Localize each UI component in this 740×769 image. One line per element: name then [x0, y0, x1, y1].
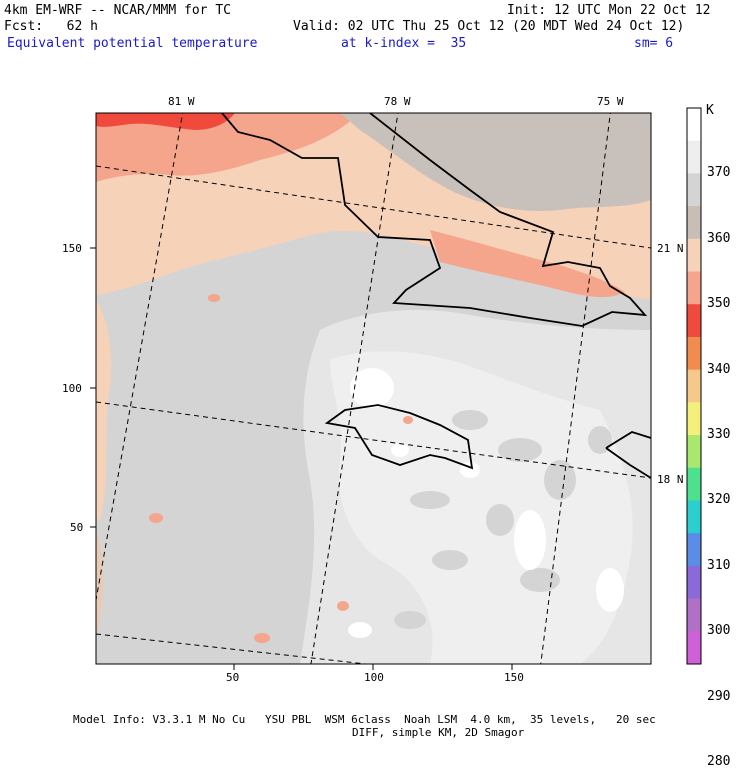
colorbar-label: 300	[707, 623, 731, 639]
theta-e-370-cells	[348, 368, 624, 638]
colorbar-swatch	[687, 533, 701, 567]
colorbar-swatch	[687, 631, 701, 665]
theta-e-355-north	[340, 113, 651, 211]
colorbar-swatch	[687, 435, 701, 469]
colorbar-label: 370	[707, 165, 731, 181]
map-plot	[90, 112, 652, 670]
init-time: Init: 12 UTC Mon 22 Oct 12	[507, 3, 711, 18]
colorbar	[686, 107, 702, 665]
colorbar-label: 360	[707, 230, 731, 246]
colorbar-swatch	[687, 271, 701, 305]
theta-e-warm-dots	[149, 294, 413, 643]
field-name: Equivalent potential temperature	[7, 36, 258, 51]
colorbar-swatch	[687, 238, 701, 273]
forecast-hour: Fcst: 62 h	[4, 19, 98, 34]
lon-label-81w: 81 W	[168, 95, 195, 108]
lat-label-18n: 18 N	[657, 473, 684, 486]
model-title: 4km EM-WRF -- NCAR/MMM for TC	[4, 3, 231, 18]
colorbar-swatch	[687, 500, 701, 534]
colorbar-swatch	[687, 565, 701, 600]
colorbar-swatch	[687, 173, 701, 207]
y-tick-100: 100	[62, 382, 82, 395]
lon-label-75w: 75 W	[597, 95, 624, 108]
smoothing-label: sm= 6	[634, 36, 674, 51]
colorbar-frame	[686, 107, 702, 665]
colorbar-label: 340	[707, 361, 731, 377]
lat-label-21n: 21 N	[657, 242, 684, 255]
x-tick-50: 50	[226, 671, 240, 684]
colorbar-swatch	[687, 369, 701, 403]
theta-e-345-band	[96, 113, 360, 182]
colorbar-label: 280	[707, 754, 731, 769]
colorbar-label: 350	[707, 296, 731, 312]
colorbar-swatch	[687, 598, 701, 632]
theta-e-350-west-lower	[96, 530, 104, 640]
theta-e-mottles	[394, 410, 612, 629]
colorbar-swatch	[687, 467, 701, 501]
x-tick-100: 100	[364, 671, 384, 684]
colorbar-swatch	[687, 140, 701, 174]
model-info: Model Info: V3.3.1 M No Cu YSU PBL WSM 6…	[73, 713, 656, 726]
colorbar-swatch	[687, 336, 701, 371]
colorbar-unit: K	[706, 103, 714, 118]
theta-e-340-spot	[96, 113, 235, 130]
valid-time: Valid: 02 UTC Thu 25 Oct 12 (20 MDT Wed …	[293, 19, 685, 34]
colorbar-swatch	[687, 206, 701, 240]
colorbar-label: 330	[707, 427, 731, 443]
coastlines	[221, 113, 651, 479]
lon-label-78w: 78 W	[384, 95, 411, 108]
theta-e-350-west	[96, 300, 112, 520]
y-tick-50: 50	[70, 521, 84, 534]
colorbar-swatch	[687, 402, 701, 436]
axis-ticks	[90, 247, 513, 670]
level-label: at k-index = 35	[341, 36, 467, 51]
colorbar-swatch	[687, 304, 701, 338]
colorbar-label: 320	[707, 492, 731, 508]
model-diffusion: DIFF, simple KM, 2D Smagor	[352, 726, 525, 739]
theta-e-345-east	[430, 230, 625, 298]
y-tick-150: 150	[62, 242, 82, 255]
x-tick-150: 150	[504, 671, 524, 684]
colorbar-label: 290	[707, 688, 731, 704]
colorbar-label: 310	[707, 557, 731, 573]
lat-lon-grid	[96, 113, 651, 664]
colorbar-swatch	[687, 108, 701, 142]
